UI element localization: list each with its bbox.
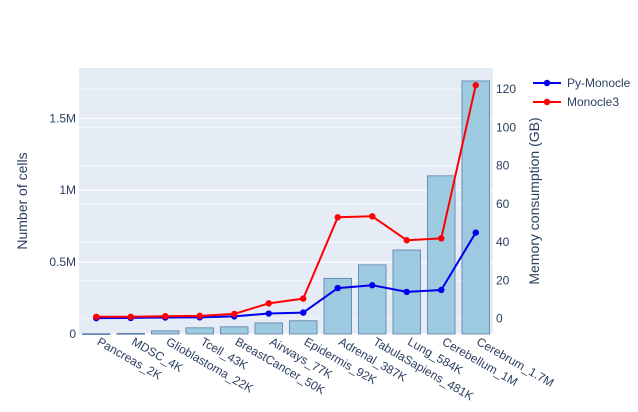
y-right-tick-label: 20	[496, 273, 510, 287]
series-point	[334, 214, 341, 221]
series-point	[265, 300, 272, 307]
bar	[151, 330, 180, 335]
series-line	[96, 85, 477, 318]
left-axis-ticks: 0 0.5M 1M 1.5M	[49, 111, 76, 341]
series-point	[403, 237, 410, 244]
legend-marker	[543, 79, 551, 87]
bar	[289, 320, 318, 335]
bar	[82, 333, 111, 335]
series-point	[472, 229, 479, 236]
y-axis-right-title: Memory consumption (GB)	[526, 117, 542, 284]
series-point	[93, 313, 100, 320]
y-right-tick-label: 60	[496, 197, 510, 211]
line-series	[93, 82, 479, 322]
bar	[220, 326, 249, 335]
series-point	[369, 282, 376, 289]
y-right-tick-label: 40	[496, 235, 510, 249]
series-point	[438, 235, 445, 242]
bar	[358, 264, 387, 335]
series-point	[196, 312, 203, 320]
y-right-tick-label: 100	[496, 120, 516, 134]
series-point	[472, 82, 479, 89]
legend-marker	[543, 98, 551, 106]
y-left-tick-label: 1.5M	[49, 111, 76, 125]
y-axis-left-title: Number of cells	[14, 152, 30, 249]
bar	[185, 327, 214, 335]
series-point	[403, 288, 410, 296]
series-line	[96, 232, 477, 320]
series-point	[127, 313, 134, 320]
series-point	[334, 284, 341, 292]
series-point	[369, 213, 376, 220]
y-left-tick-label: 1M	[59, 183, 76, 197]
bar	[116, 333, 145, 335]
series-point	[300, 295, 307, 302]
legend-label: Py-Monocle	[567, 76, 631, 90]
series-point	[300, 309, 307, 316]
y-right-tick-label: 0	[496, 312, 503, 326]
plot-area	[79, 68, 493, 334]
series-point	[265, 310, 272, 317]
series-point	[162, 313, 169, 320]
legend-label: Monocle3	[567, 95, 619, 109]
y-right-tick-label: 80	[496, 159, 510, 173]
legend: Py-Monocle Monocle3	[533, 76, 631, 109]
right-axis-ticks: 0 20 40 60 80 100 120	[496, 82, 516, 326]
y-left-tick-label: 0.5M	[49, 255, 76, 269]
y-left-tick-label: 0	[69, 327, 76, 341]
bar	[254, 322, 283, 335]
series-point	[231, 310, 238, 318]
bar	[461, 80, 490, 335]
bar	[427, 175, 456, 335]
series-point	[438, 286, 445, 294]
y-right-tick-label: 120	[496, 82, 516, 96]
